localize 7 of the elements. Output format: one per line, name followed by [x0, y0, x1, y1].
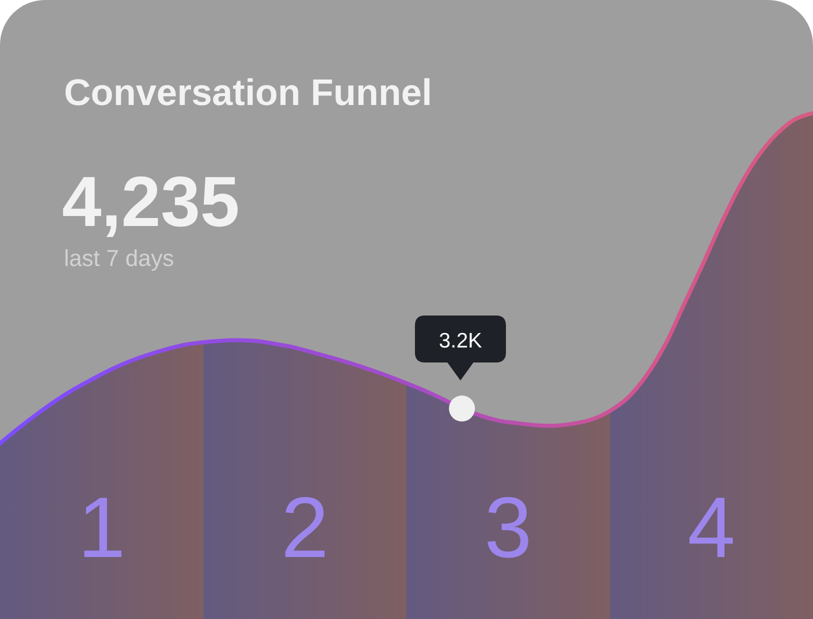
annotation: 4 — [687, 480, 736, 576]
annotation: 1 — [78, 480, 126, 576]
chart-title: Conversation Funnel — [64, 72, 432, 113]
annotation: 3.2K — [438, 330, 482, 353]
annotation: 2 — [280, 480, 329, 576]
annotation: 3 — [484, 480, 532, 576]
text: 4,235 — [62, 163, 240, 242]
